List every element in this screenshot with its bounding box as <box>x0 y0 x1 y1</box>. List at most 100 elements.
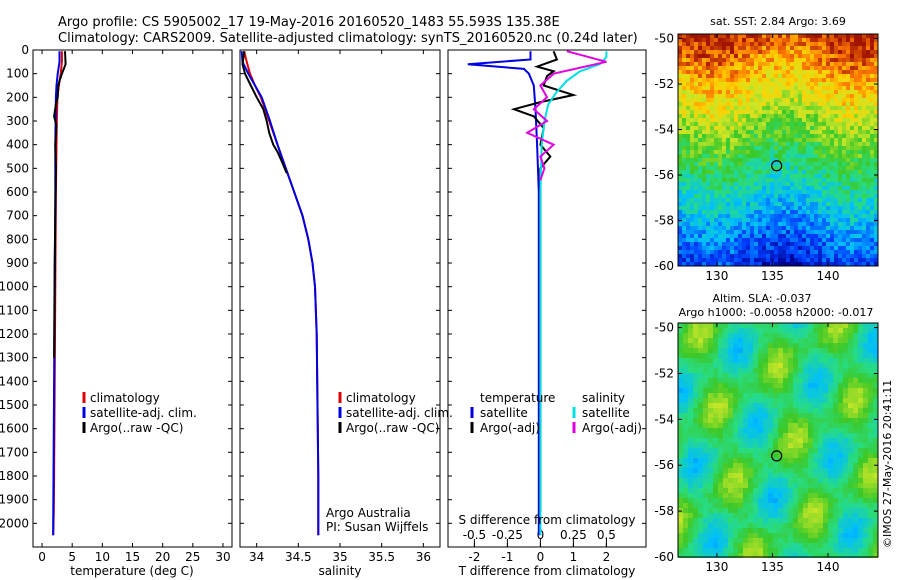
map-cell <box>726 222 730 226</box>
map-cell <box>754 154 758 158</box>
map-cell <box>694 254 698 258</box>
map-cell <box>708 383 713 388</box>
map-cell <box>773 338 778 343</box>
map-cell <box>806 126 810 130</box>
map-cell <box>842 54 846 58</box>
map-cell <box>678 388 683 393</box>
map-cell <box>763 498 768 503</box>
map-cell <box>718 408 723 413</box>
map-cell <box>698 214 702 218</box>
map-cell <box>802 82 806 86</box>
map-cell <box>846 42 850 46</box>
x-tick-label: 25 <box>185 550 200 564</box>
map-cell <box>870 34 874 38</box>
map-cell <box>682 262 686 266</box>
map-cell <box>808 413 813 418</box>
map-cell <box>702 118 706 122</box>
map-cell <box>742 102 746 106</box>
map-cell <box>682 162 686 166</box>
map-cell <box>694 54 698 58</box>
map-cell <box>690 38 694 42</box>
map-cell <box>842 106 846 110</box>
map-cell <box>718 523 723 528</box>
map-cell <box>833 498 838 503</box>
map-cell <box>818 114 822 118</box>
map-cell <box>762 126 766 130</box>
map-cell <box>733 513 738 518</box>
map-cell <box>678 58 682 62</box>
map-cell <box>778 508 783 513</box>
map-cell <box>770 134 774 138</box>
map-cell <box>793 523 798 528</box>
map-cell <box>766 234 770 238</box>
map-cell <box>798 34 802 38</box>
map-cell <box>718 62 722 66</box>
map-cell <box>788 478 793 483</box>
map-cell <box>810 186 814 190</box>
map-cell <box>773 348 778 353</box>
x-tick-label-s: 0.5 <box>597 528 616 542</box>
map-cell <box>818 150 822 154</box>
map-cell <box>702 134 706 138</box>
map-cell <box>758 398 763 403</box>
map-cell <box>868 418 873 423</box>
map-cell <box>723 488 728 493</box>
map-cell <box>683 368 688 373</box>
map-cell <box>833 423 838 428</box>
map-cell <box>846 162 850 166</box>
map-cell <box>754 202 758 206</box>
map-cell <box>843 473 848 478</box>
map-cell <box>762 118 766 122</box>
map-cell <box>843 448 848 453</box>
map-cell <box>753 333 758 338</box>
map-cell <box>853 328 858 333</box>
map-cell <box>763 523 768 528</box>
map-cell <box>808 438 813 443</box>
map-cell <box>730 66 734 70</box>
map-cell <box>773 468 778 473</box>
map-cell <box>863 353 868 358</box>
map-cell <box>713 353 718 358</box>
map-cell <box>722 254 726 258</box>
map-cell <box>682 194 686 198</box>
map-cell <box>834 206 838 210</box>
map-cell <box>842 182 846 186</box>
map-cell <box>808 543 813 548</box>
map-cell <box>790 82 794 86</box>
map-cell <box>790 114 794 118</box>
map-cell <box>854 114 858 118</box>
map-cell <box>766 190 770 194</box>
map-cell <box>714 114 718 118</box>
map-cell <box>688 388 693 393</box>
map-cell <box>768 358 773 363</box>
map-cell <box>783 508 788 513</box>
map-cell <box>706 158 710 162</box>
map-cell <box>838 503 843 508</box>
map-cell <box>750 102 754 106</box>
map-y-tick-label: -56 <box>654 168 674 182</box>
map-cell <box>842 34 846 38</box>
map-cell <box>722 82 726 86</box>
map-cell <box>683 478 688 483</box>
map-cell <box>846 106 850 110</box>
map-cell <box>678 86 682 90</box>
map-cell <box>854 246 858 250</box>
map-cell <box>793 493 798 498</box>
map-cell <box>703 453 708 458</box>
map-cell <box>742 194 746 198</box>
map-cell <box>746 114 750 118</box>
map-cell <box>726 102 730 106</box>
map-cell <box>783 338 788 343</box>
map-cell <box>866 114 870 118</box>
map-cell <box>726 142 730 146</box>
map-cell <box>830 178 834 182</box>
map-cell <box>802 170 806 174</box>
map-cell <box>838 498 843 503</box>
map-cell <box>746 110 750 114</box>
map-cell <box>758 226 762 230</box>
map-cell <box>766 186 770 190</box>
map-cell <box>798 383 803 388</box>
map-cell <box>808 338 813 343</box>
map-cell <box>734 126 738 130</box>
map-cell <box>768 458 773 463</box>
